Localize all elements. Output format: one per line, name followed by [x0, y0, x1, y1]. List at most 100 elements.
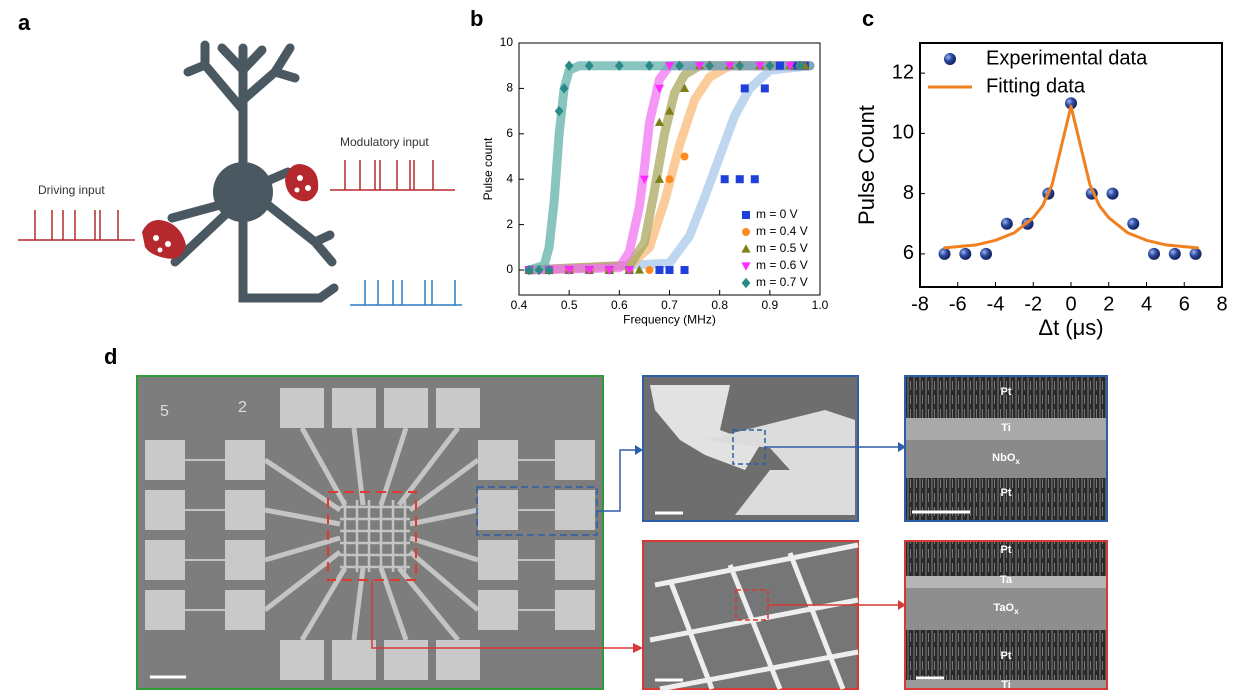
marker: [665, 175, 674, 184]
layer-label: Pt: [1001, 487, 1012, 499]
arrowhead: [898, 600, 906, 610]
panel-label: c: [862, 6, 874, 31]
marker: [664, 106, 675, 115]
pad: [478, 540, 518, 580]
marker: [634, 265, 644, 274]
layer-name: TaO: [993, 602, 1014, 614]
pad: [145, 540, 185, 580]
marker: [584, 60, 594, 71]
layer-label: TaOx: [993, 602, 1019, 616]
y-tick-label: 0: [506, 262, 513, 276]
x-tick-label: 0.5: [561, 298, 578, 312]
marker: [1000, 217, 1013, 230]
layer-label: Pt: [1001, 650, 1012, 662]
legend-label: m = 0.6 V: [756, 258, 808, 272]
x-tick-label: -2: [1024, 293, 1042, 315]
marker: [1106, 187, 1119, 200]
layer: [906, 680, 1106, 688]
marker: [524, 264, 534, 276]
layer: [906, 542, 1106, 576]
wire: [264, 535, 341, 563]
marker: [944, 53, 956, 65]
x-tick-label: 2: [1103, 293, 1114, 315]
pad: [145, 440, 185, 480]
pad: [384, 388, 428, 428]
marker: [654, 174, 665, 183]
layer-subscript: x: [1015, 457, 1020, 466]
zoom-box: [735, 589, 769, 621]
layer-name: Pt: [1001, 650, 1012, 662]
marker: [760, 84, 769, 93]
y-tick-label: 10: [892, 122, 914, 144]
layer-label: Ti: [1001, 679, 1011, 691]
x-tick-label: 0.4: [511, 298, 528, 312]
marker: [564, 60, 574, 71]
marker: [735, 175, 744, 184]
marker: [765, 60, 775, 71]
y-tick-label: 10: [500, 35, 514, 49]
marker: [614, 60, 624, 71]
wire: [378, 567, 409, 641]
x-tick-label: 0.7: [661, 298, 678, 312]
marker: [790, 61, 799, 70]
layer-label: NbOx: [992, 452, 1020, 466]
fit-curve: [524, 61, 815, 275]
marker: [665, 266, 674, 275]
x-axis-label: Frequency (MHz): [623, 312, 716, 326]
layer-name: NbO: [992, 452, 1016, 464]
zoom-box: [327, 491, 417, 581]
marker: [775, 61, 784, 70]
pad: [145, 490, 185, 530]
wire: [263, 550, 342, 612]
y-tick-label: 4: [506, 171, 513, 185]
marker: [750, 175, 759, 184]
pad: [225, 490, 265, 530]
wire: [409, 535, 479, 563]
pad: [384, 640, 428, 680]
spike-train: [330, 160, 455, 191]
marker: [655, 266, 664, 275]
chip-label: 2: [238, 399, 247, 416]
x-tick-label: -4: [987, 293, 1005, 315]
marker: [654, 84, 665, 94]
x-tick-label: -6: [949, 293, 967, 315]
marker: [679, 83, 690, 93]
chip-label: 5: [160, 403, 169, 420]
layer: [906, 478, 1106, 520]
marker: [564, 266, 574, 275]
marker: [534, 264, 544, 276]
x-tick-label: 4: [1141, 293, 1152, 315]
y-axis-label: Pulse Count: [854, 105, 879, 225]
pad: [555, 490, 595, 530]
marker: [1168, 247, 1181, 260]
fit-line: [943, 104, 1199, 250]
marker: [645, 60, 654, 71]
pad: [436, 640, 480, 680]
marker: [645, 266, 654, 275]
marker: [795, 60, 805, 71]
synapse: [142, 164, 319, 259]
x-tick-label: 6: [1179, 293, 1190, 315]
x-axis-label: Δt (μs): [1038, 315, 1103, 340]
x-tick-label: 0: [1065, 293, 1076, 315]
marker: [705, 60, 715, 71]
layer-subscript: x: [1014, 607, 1019, 616]
layer: [906, 377, 1106, 418]
layer: [906, 576, 1106, 588]
x-tick-label: 8: [1216, 293, 1227, 315]
marker: [604, 266, 614, 275]
marker: [624, 266, 634, 275]
marker: [554, 105, 564, 117]
neuron: [167, 40, 339, 303]
marker: [741, 277, 751, 289]
marker: [742, 228, 750, 236]
marker: [639, 175, 650, 185]
marker: [785, 62, 795, 71]
marker: [654, 117, 665, 127]
panel-label: d: [104, 344, 117, 369]
arrowhead: [633, 643, 643, 653]
marker: [735, 60, 745, 71]
layer-name: Ti: [1001, 422, 1011, 434]
y-tick-label: 12: [892, 61, 914, 83]
marker: [755, 62, 765, 71]
